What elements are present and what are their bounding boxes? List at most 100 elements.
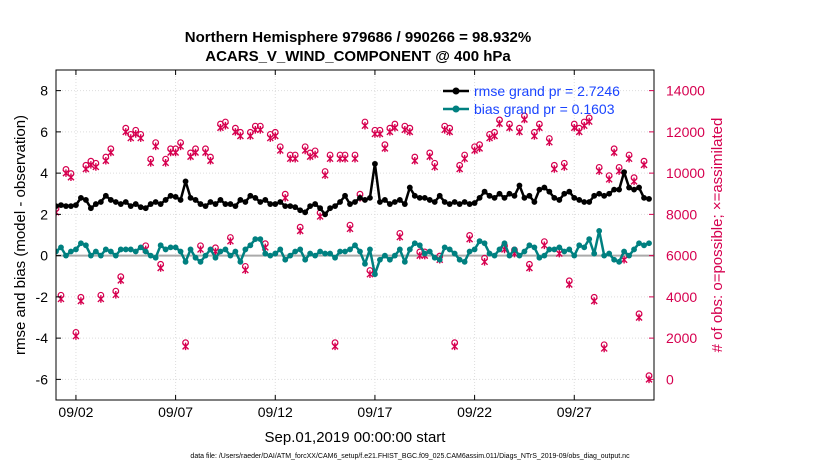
bias-point xyxy=(56,248,59,255)
bias-point xyxy=(87,252,94,259)
bias-point xyxy=(332,254,338,261)
rmse-point xyxy=(501,194,508,201)
rmse-point xyxy=(536,186,543,193)
bias-point xyxy=(441,244,448,251)
obs-assimilated-point xyxy=(147,159,155,167)
rmse-point xyxy=(641,194,647,201)
rmse-point xyxy=(426,197,433,203)
obs-assimilated-point xyxy=(182,342,190,351)
bias-point xyxy=(591,250,598,257)
rmse-point xyxy=(451,199,458,205)
obs-assimilated-point xyxy=(381,144,389,153)
obs-assimilated-point xyxy=(585,117,593,126)
obs-assimilated-point xyxy=(256,126,264,134)
rmse-point xyxy=(132,201,139,207)
y-left-tick-label: 6 xyxy=(40,124,48,140)
obs-assimilated-point xyxy=(296,227,304,235)
rmse-point xyxy=(127,203,134,210)
obs-assimilated-point xyxy=(221,121,229,130)
bias-point xyxy=(127,246,134,253)
rmse-point xyxy=(406,184,413,191)
rmse-point xyxy=(377,199,383,205)
bias-series xyxy=(56,227,652,278)
obs-assimilated-point xyxy=(137,134,145,142)
bias-point xyxy=(521,248,528,255)
rmse-point xyxy=(73,202,79,208)
rmse-point xyxy=(372,160,378,167)
bias-point xyxy=(63,252,69,259)
bias-point xyxy=(162,246,169,253)
obs-assimilated-point xyxy=(241,266,249,274)
bias-point xyxy=(461,258,468,265)
obs-assimilated-point xyxy=(321,171,329,179)
rmse-point xyxy=(546,188,553,195)
y-left-tick-label: -4 xyxy=(36,330,49,346)
rmse-point xyxy=(172,193,179,200)
y-left-tick-label: 8 xyxy=(40,83,48,99)
bias-point xyxy=(406,246,413,253)
bias-point xyxy=(386,256,393,263)
bias-point xyxy=(182,258,189,265)
x-tick-label: 09/27 xyxy=(557,404,592,420)
obs-assimilated-point xyxy=(595,167,603,175)
bias-point xyxy=(257,236,264,243)
rmse-point xyxy=(382,197,388,203)
bias-point xyxy=(107,248,114,255)
rmse-point xyxy=(446,201,453,207)
obs-assimilated-point xyxy=(550,165,558,173)
bias-point xyxy=(267,252,274,259)
y-left-tick-label: -6 xyxy=(36,371,49,387)
y-right-tick-label: 6000 xyxy=(666,248,697,264)
obs-assimilated-point xyxy=(515,128,523,136)
bias-point xyxy=(446,246,453,253)
rmse-point xyxy=(302,209,309,216)
y-left-tick-label: 0 xyxy=(40,248,48,264)
bias-point xyxy=(322,250,328,257)
rmse-point xyxy=(626,184,632,191)
obs-assimilated-point xyxy=(216,123,224,132)
bias-point xyxy=(337,248,343,255)
rmse-point xyxy=(162,197,169,203)
obs-assimilated-point xyxy=(496,119,504,128)
bias-point xyxy=(431,254,438,261)
bias-point xyxy=(391,252,398,259)
bias-point xyxy=(516,252,523,259)
rmse-point xyxy=(87,205,94,212)
rmse-point xyxy=(481,188,488,195)
bias-point xyxy=(292,248,299,255)
bias-point xyxy=(546,246,553,253)
bias-point xyxy=(616,258,623,265)
rmse-point xyxy=(187,194,194,201)
obs-assimilated-point xyxy=(197,245,205,254)
legend: rmse grand pr = 2.7246 bias grand pr = 0… xyxy=(443,83,620,117)
rmse-point xyxy=(177,197,184,203)
rmse-point xyxy=(292,204,299,211)
rmse-point xyxy=(551,194,558,201)
obs-assimilated-point xyxy=(610,148,618,157)
obs-assimilated-point xyxy=(396,233,404,241)
bias-point xyxy=(526,242,533,249)
bias-point xyxy=(137,244,144,251)
rmse-point xyxy=(636,184,642,191)
obs-assimilated-point xyxy=(236,132,244,140)
bias-point xyxy=(112,252,119,259)
rmse-point xyxy=(262,197,269,203)
rmse-point xyxy=(347,201,353,207)
rmse-point xyxy=(386,201,393,207)
bias-point xyxy=(606,250,613,257)
rmse-point xyxy=(506,190,513,197)
bias-point xyxy=(471,246,478,253)
bias-point xyxy=(232,248,239,255)
rmse-point xyxy=(227,201,234,207)
bias-point xyxy=(192,254,199,261)
legend-rmse-marker xyxy=(452,87,460,95)
rmse-point xyxy=(496,190,503,197)
bias-point xyxy=(132,248,139,255)
bias-point xyxy=(566,246,573,253)
rmse-point xyxy=(411,192,418,199)
rmse-point xyxy=(222,201,229,207)
rmse-point xyxy=(436,192,443,199)
rmse-point xyxy=(631,186,637,193)
rmse-point xyxy=(92,201,99,207)
bias-point xyxy=(342,248,348,255)
